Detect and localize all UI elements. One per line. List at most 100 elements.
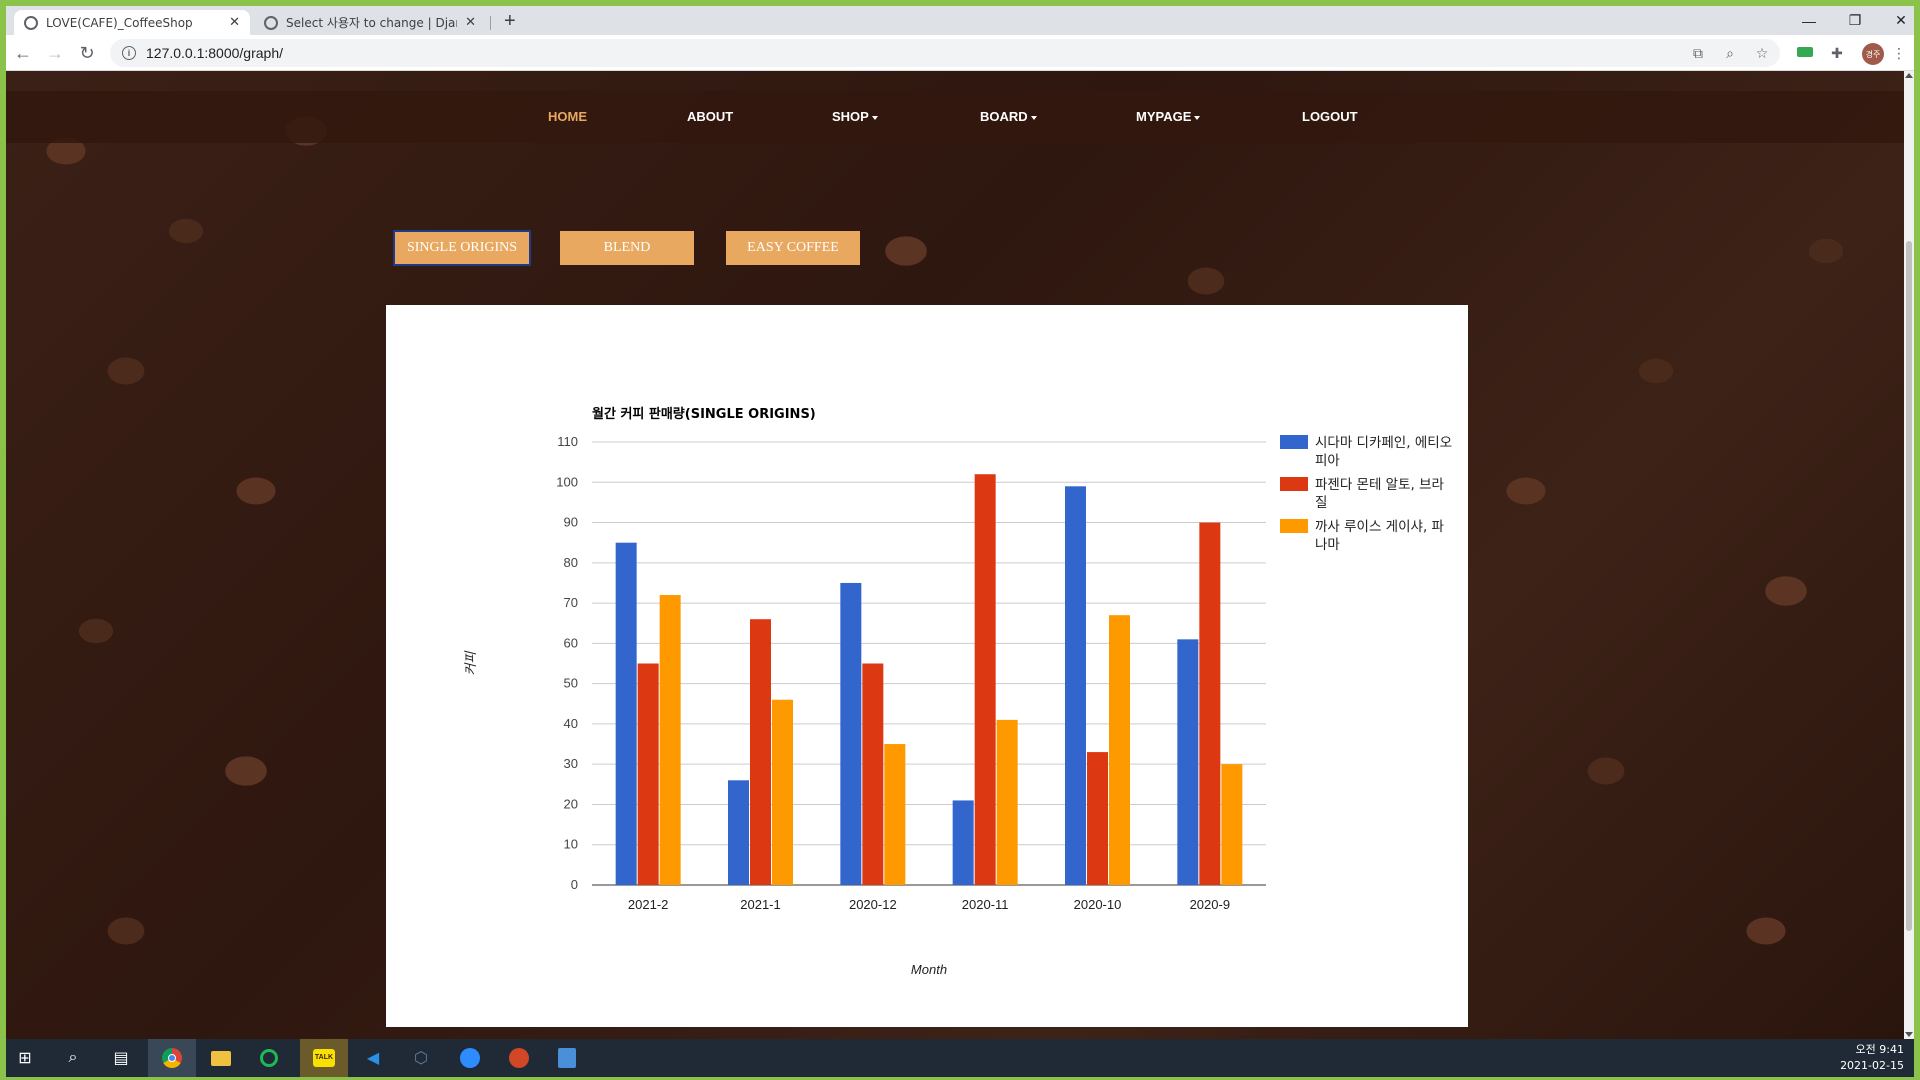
- caret-down-icon: [1030, 115, 1037, 120]
- maximize-button[interactable]: ❐: [1848, 12, 1862, 28]
- url-text[interactable]: 127.0.0.1:8000/graph/: [146, 45, 284, 61]
- legend-swatch: [1280, 519, 1308, 533]
- zoom-icon[interactable]: [457, 1045, 483, 1071]
- powerpoint-icon[interactable]: [506, 1045, 532, 1071]
- reload-icon[interactable]: ↻: [79, 42, 95, 63]
- translate-icon[interactable]: ⧉: [1693, 44, 1703, 61]
- x-axis-label: Month: [911, 962, 947, 977]
- legend-swatch: [1280, 435, 1308, 449]
- nav-label: MYPAGE: [1136, 109, 1192, 124]
- vertical-scrollbar[interactable]: [1904, 71, 1914, 1039]
- chrome-icon[interactable]: [159, 1045, 185, 1071]
- caret-down-icon: [1194, 115, 1201, 120]
- minimize-button[interactable]: —: [1802, 12, 1816, 29]
- scroll-down-arrow-icon[interactable]: [1905, 1032, 1913, 1037]
- nav-label: HOME: [548, 109, 587, 124]
- file-explorer-icon[interactable]: [208, 1045, 234, 1071]
- kakaotalk-icon[interactable]: TALK: [311, 1045, 337, 1071]
- bar: [637, 663, 659, 885]
- windows-taskbar: ⊞ ⌕ ▤ TALK ◀ ⬡ 오전 9:41 2021-02-15: [6, 1039, 1914, 1077]
- y-tick-label: 80: [564, 555, 578, 570]
- address-bar[interactable]: i 127.0.0.1:8000/graph/: [110, 39, 1780, 67]
- legend-swatch: [1280, 477, 1308, 491]
- y-tick-label: 20: [564, 796, 578, 811]
- caret-down-icon: [871, 115, 878, 120]
- nav-label: LOGOUT: [1302, 109, 1358, 124]
- x-tick-label: 2020-9: [1190, 897, 1230, 912]
- nav-board[interactable]: BOARD: [980, 91, 1037, 143]
- browser-toolbar: ← → ↻ i 127.0.0.1:8000/graph/ ⧉ ⌕ ☆ ✚ 경주…: [6, 35, 1914, 71]
- maps-icon[interactable]: [256, 1045, 282, 1071]
- legend-label: 피아: [1315, 453, 1340, 469]
- bar: [840, 582, 862, 885]
- bar: [1177, 639, 1199, 885]
- site-info-icon[interactable]: i: [122, 46, 136, 60]
- extensions-puzzle-icon[interactable]: ✚: [1831, 44, 1843, 61]
- legend-label: 파젠다 몬테 알토, 브라: [1315, 477, 1445, 493]
- nav-shop[interactable]: SHOP: [832, 91, 878, 143]
- site-navbar: HOME ABOUT SHOP BOARD MYPAGE LOGOUT: [6, 91, 1904, 143]
- system-clock[interactable]: 오전 9:41 2021-02-15: [1840, 1042, 1904, 1074]
- y-tick-label: 10: [564, 837, 578, 852]
- bar: [750, 619, 771, 885]
- nav-about[interactable]: ABOUT: [687, 91, 733, 143]
- chart-card: 0 10 20 30 40 50 60 70 80 90 100 110 2021-2 2021-1 202…: [386, 305, 1468, 1027]
- y-tick-label: 90: [564, 515, 578, 530]
- chart-title: 월간 커피 판매량(SINGLE ORIGINS): [592, 406, 816, 422]
- tab-django-admin[interactable]: Select 사용자 to change | Djang ✕: [254, 10, 486, 35]
- blend-button[interactable]: BLEND: [560, 231, 694, 265]
- close-tab-icon[interactable]: ✕: [229, 15, 240, 30]
- zoom-icon[interactable]: ⌕: [1726, 44, 1734, 61]
- y-tick-label: 30: [564, 756, 578, 771]
- bar: [884, 744, 906, 885]
- nav-mypage[interactable]: MYPAGE: [1136, 91, 1201, 143]
- bar: [1087, 752, 1108, 885]
- y-tick-label: 40: [564, 716, 578, 731]
- nav-label: SHOP: [832, 109, 869, 124]
- y-tick-label: 100: [556, 474, 578, 489]
- nav-label: ABOUT: [687, 109, 734, 124]
- nav-logout[interactable]: LOGOUT: [1302, 91, 1358, 143]
- search-icon[interactable]: ⌕: [68, 1049, 78, 1066]
- close-tab-icon[interactable]: ✕: [465, 15, 476, 30]
- x-tick-label: 2021-2: [628, 897, 668, 912]
- bar: [1221, 764, 1243, 885]
- bar: [728, 780, 749, 885]
- app-icon[interactable]: ⬡: [414, 1050, 428, 1067]
- close-window-button[interactable]: ✕: [1895, 12, 1907, 28]
- tab-title: Select 사용자 to change | Djang: [286, 16, 458, 30]
- extension-icon[interactable]: [1797, 47, 1813, 57]
- profile-avatar[interactable]: 경주: [1862, 43, 1884, 65]
- bar: [659, 595, 681, 885]
- back-arrow-icon[interactable]: ←: [14, 42, 32, 63]
- legend-label: 까사 루이스 게이샤, 파: [1315, 519, 1445, 535]
- notes-icon[interactable]: [554, 1045, 580, 1071]
- x-tick-label: 2020-11: [962, 897, 1009, 912]
- y-tick-label: 50: [564, 676, 578, 691]
- vscode-icon[interactable]: ◀: [366, 1050, 380, 1067]
- new-tab-button[interactable]: +: [504, 10, 516, 32]
- page-content: HOME ABOUT SHOP BOARD MYPAGE LOGOUT SING…: [6, 71, 1904, 1039]
- x-tick-label: 2020-10: [1074, 897, 1122, 912]
- clock-date: 2021-02-15: [1840, 1059, 1904, 1072]
- tab-separator: [490, 16, 491, 30]
- bar: [1109, 615, 1130, 885]
- y-tick-label: 0: [571, 877, 578, 892]
- bookmark-star-icon[interactable]: ☆: [1755, 44, 1769, 61]
- y-axis-label: 커피: [464, 651, 479, 676]
- menu-kebab-icon[interactable]: ⋮: [1892, 44, 1906, 61]
- bar-chart: 0 10 20 30 40 50 60 70 80 90 100 110 2021-2 2021-1 202…: [464, 406, 1452, 977]
- single-origins-button[interactable]: SINGLE ORIGINS: [393, 230, 531, 266]
- easy-coffee-button[interactable]: EASY COFFEE: [726, 231, 860, 265]
- x-tick-label: 2021-1: [740, 897, 780, 912]
- task-view-icon[interactable]: ▤: [113, 1050, 129, 1067]
- tab-coffeeshop[interactable]: LOVE(CAFE)_CoffeeShop ✕: [14, 10, 250, 35]
- y-tick-label: 110: [557, 434, 578, 449]
- nav-home[interactable]: HOME: [548, 91, 587, 143]
- nav-label: BOARD: [980, 109, 1028, 124]
- windows-start-icon[interactable]: ⊞: [18, 1050, 32, 1067]
- bar: [996, 719, 1018, 885]
- forward-arrow-icon[interactable]: →: [46, 42, 64, 63]
- scroll-up-arrow-icon[interactable]: [1905, 73, 1913, 78]
- scrollbar-thumb[interactable]: [1906, 241, 1912, 931]
